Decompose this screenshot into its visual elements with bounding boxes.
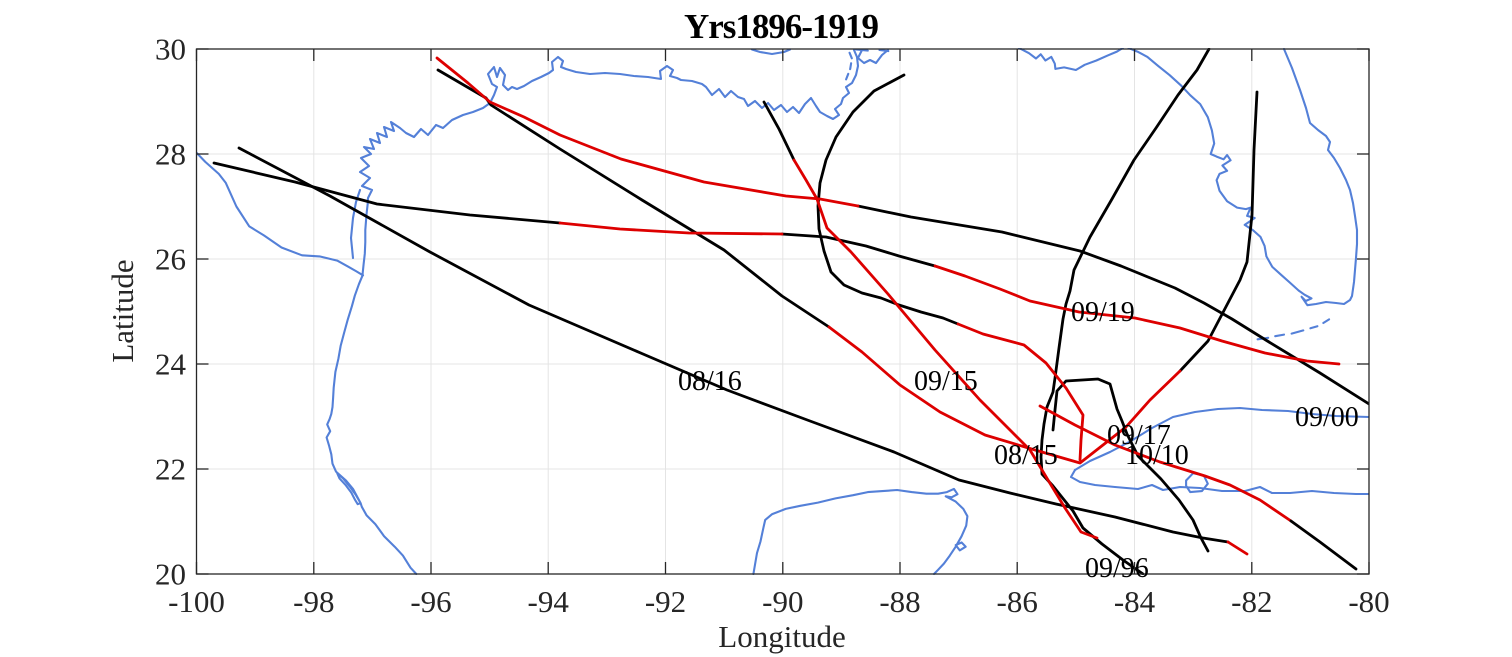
- svg-text:-90: -90: [762, 584, 803, 619]
- svg-text:08/16: 08/16: [678, 366, 742, 397]
- svg-text:-80: -80: [1348, 584, 1389, 619]
- svg-text:09/00: 09/00: [1295, 402, 1359, 433]
- svg-text:Yrs1896-1919: Yrs1896-1919: [684, 7, 879, 46]
- svg-text:-96: -96: [410, 584, 451, 619]
- svg-text:-84: -84: [1114, 584, 1156, 619]
- svg-text:24: 24: [155, 347, 187, 382]
- svg-text:-94: -94: [528, 584, 570, 619]
- svg-text:09/96: 09/96: [1085, 553, 1149, 584]
- svg-text:-100: -100: [168, 584, 225, 619]
- svg-text:09/17: 09/17: [1107, 420, 1171, 451]
- svg-text:10/10: 10/10: [1125, 440, 1189, 471]
- svg-text:26: 26: [155, 242, 186, 277]
- svg-text:-88: -88: [879, 584, 920, 619]
- svg-text:Longitude: Longitude: [718, 619, 845, 654]
- svg-text:-82: -82: [1231, 584, 1272, 619]
- svg-text:-92: -92: [645, 584, 686, 619]
- svg-text:Latitude: Latitude: [105, 259, 140, 362]
- svg-text:-86: -86: [997, 584, 1038, 619]
- svg-text:30: 30: [155, 32, 186, 67]
- svg-text:20: 20: [155, 557, 186, 592]
- svg-text:09/19: 09/19: [1071, 297, 1135, 328]
- svg-text:28: 28: [155, 137, 186, 172]
- svg-text:08/15: 08/15: [994, 440, 1058, 471]
- svg-text:09/15: 09/15: [914, 366, 978, 397]
- svg-text:-98: -98: [293, 584, 334, 619]
- svg-text:22: 22: [155, 452, 186, 487]
